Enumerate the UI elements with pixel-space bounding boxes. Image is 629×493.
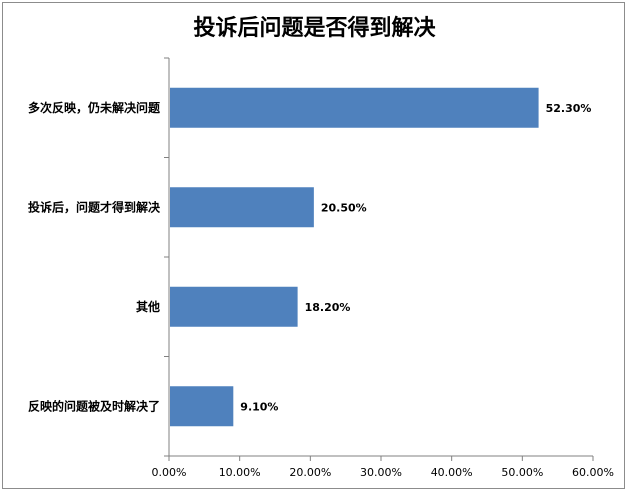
category-label: 其他 [136, 299, 160, 314]
data-label: 9.10% [240, 400, 278, 413]
bar [170, 386, 234, 427]
data-label: 52.30% [546, 102, 592, 115]
x-tick-label: 20.00% [289, 466, 331, 479]
x-tick-label: 50.00% [501, 466, 543, 479]
data-label: 20.50% [321, 201, 367, 214]
bar [170, 87, 539, 128]
data-label: 18.20% [305, 301, 351, 314]
x-tick-label: 60.00% [572, 466, 614, 479]
bar [170, 286, 298, 327]
category-label: 反映的问题被及时解决了 [28, 398, 160, 413]
category-label: 投诉后，问题才得到解决 [28, 199, 161, 214]
x-tick-label: 0.00% [152, 466, 187, 479]
x-tick-label: 40.00% [431, 466, 473, 479]
chart-frame [2, 2, 625, 489]
x-tick-label: 10.00% [219, 466, 261, 479]
bar [170, 187, 314, 228]
chart-title: 投诉后问题是否得到解决 [193, 16, 436, 41]
x-tick-label: 30.00% [360, 466, 402, 479]
category-label: 多次反映，仍未解决问题 [28, 100, 161, 115]
